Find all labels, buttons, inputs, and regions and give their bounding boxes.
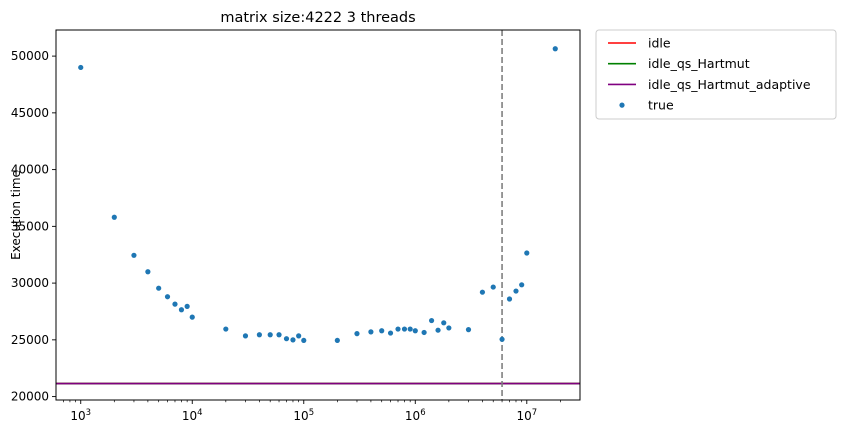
data-point <box>428 317 435 324</box>
plot-frame <box>55 29 581 401</box>
y-tick-label: 30000 <box>11 276 49 290</box>
x-tick-label: 107 <box>516 408 537 423</box>
data-point <box>446 325 452 331</box>
data-point <box>296 333 302 339</box>
data-point <box>178 307 185 313</box>
legend-box <box>595 29 837 120</box>
data-point <box>513 288 519 294</box>
data-point <box>164 294 171 300</box>
data-point <box>395 326 401 332</box>
data-point <box>524 250 530 256</box>
data-point <box>283 336 290 342</box>
y-axis-ticks: 20000 25000 30000 35000 40000 45000 50000 <box>11 49 56 404</box>
legend-label: true <box>648 98 674 113</box>
y-tick-label: 35000 <box>11 219 49 233</box>
x-axis-ticks: 103 104 105 106 107 <box>63 400 561 423</box>
chart-title: matrix size:4222 3 threads <box>220 10 415 26</box>
data-point <box>354 331 360 337</box>
scatter-points <box>78 46 558 344</box>
data-point <box>379 328 385 334</box>
data-point <box>552 46 558 52</box>
data-point <box>412 328 418 334</box>
y-tick-label: 45000 <box>11 106 49 120</box>
data-point <box>301 337 307 344</box>
data-point <box>131 252 137 258</box>
data-point <box>111 214 117 220</box>
data-point <box>184 303 190 309</box>
x-tick-label: 104 <box>182 408 203 423</box>
x-tick-label: 106 <box>405 408 426 423</box>
data-point <box>387 330 394 336</box>
data-point <box>435 327 441 333</box>
y-axis-label: Execution time <box>9 170 23 260</box>
data-point <box>479 289 486 295</box>
data-point <box>267 332 273 338</box>
data-point <box>421 329 427 336</box>
x-tick-label: 105 <box>293 408 314 423</box>
y-tick-label: 25000 <box>11 333 49 347</box>
data-point <box>368 329 374 335</box>
legend-label: idle <box>648 36 671 51</box>
legend: idle idle_qs_Hartmut idle_qs_Hartmut_adapt… <box>595 29 837 120</box>
data-point <box>172 301 178 307</box>
data-point <box>465 327 472 333</box>
data-point <box>156 285 162 291</box>
y-tick-label: 20000 <box>11 390 49 404</box>
y-tick-label: 50000 <box>11 49 49 63</box>
data-point <box>290 337 296 343</box>
x-tick-label: 103 <box>70 408 91 423</box>
legend-label: idle_qs_Hartmut <box>648 56 750 71</box>
data-point <box>441 320 447 326</box>
data-point <box>145 269 151 275</box>
data-point <box>519 282 525 288</box>
data-point <box>401 326 408 332</box>
data-point <box>78 64 84 71</box>
data-point <box>256 332 262 338</box>
data-point <box>407 326 413 332</box>
data-point <box>334 337 340 344</box>
y-tick-label: 40000 <box>11 163 49 177</box>
data-point <box>506 296 513 302</box>
data-point <box>242 333 249 339</box>
data-point <box>276 332 282 338</box>
data-point <box>189 314 195 320</box>
legend-label: idle_qs_Hartmut_adaptive <box>648 77 811 92</box>
legend-marker-swatch <box>619 102 625 108</box>
data-point <box>499 336 505 342</box>
data-point <box>490 284 496 290</box>
data-point <box>223 326 229 332</box>
